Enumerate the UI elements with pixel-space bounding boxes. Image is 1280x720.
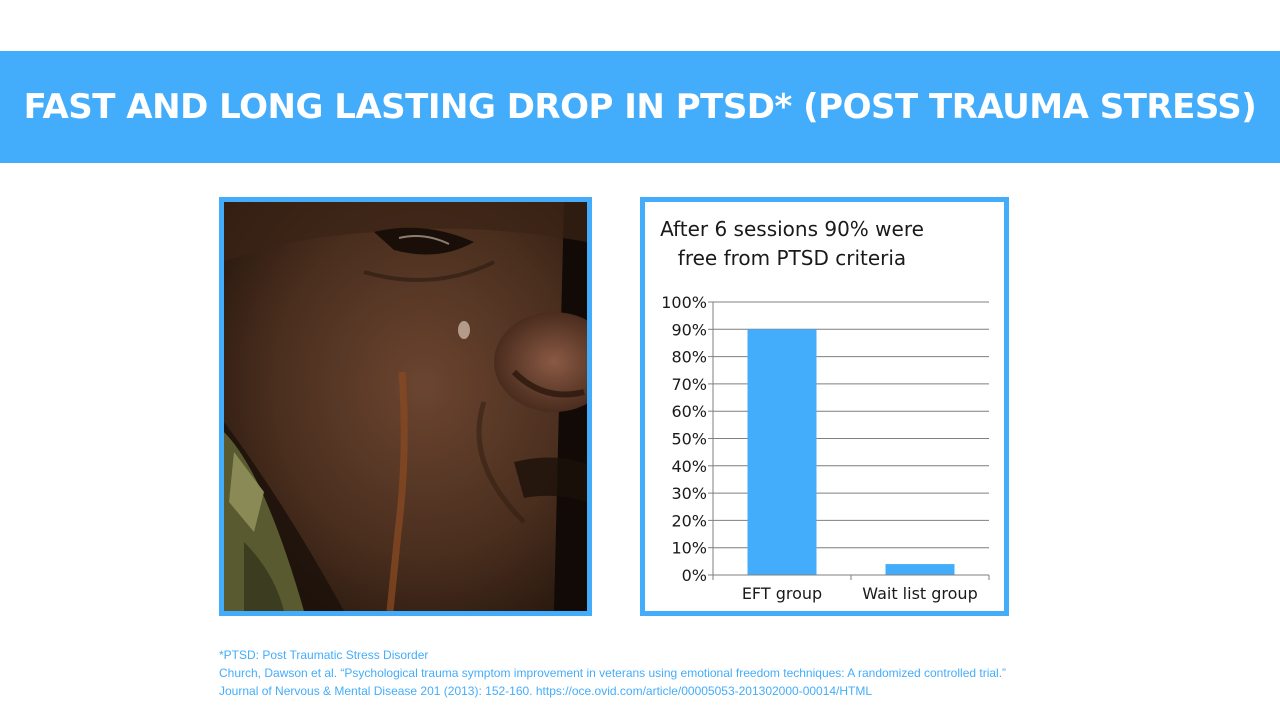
y-axis-ticks: 0% 10% 20% 30% 40% 50% 60% 70% 80% 90% 100% — [661, 293, 713, 585]
y-tick-label: 40% — [671, 457, 707, 476]
photo-frame — [219, 197, 592, 616]
x-axis-categories: EFT group Wait list group — [742, 575, 990, 603]
y-tick-label: 0% — [682, 566, 707, 585]
chart-frame: After 6 sessions 90% were free from PTSD… — [640, 197, 1009, 616]
title-banner: FAST AND LONG LASTING DROP IN PTSD* (POS… — [0, 51, 1280, 163]
footnote-ptsd-definition: *PTSD: Post Traumatic Stress Disorder — [219, 648, 429, 662]
footnote-citation: Church, Dawson et al. “Psychological tra… — [219, 666, 1007, 680]
x-category-label: EFT group — [742, 584, 822, 603]
bar-eft-group — [747, 329, 817, 575]
bar-wait-list-group — [885, 564, 955, 575]
y-tick-label: 30% — [671, 484, 707, 503]
y-tick-label: 100% — [661, 293, 707, 312]
footnotes: *PTSD: Post Traumatic Stress Disorder Ch… — [219, 646, 1259, 700]
y-tick-label: 90% — [671, 320, 707, 339]
y-tick-label: 60% — [671, 402, 707, 421]
y-tick-label: 70% — [671, 375, 707, 394]
bar-chart: After 6 sessions 90% were free from PTSD… — [660, 217, 990, 603]
page-title: FAST AND LONG LASTING DROP IN PTSD* (POS… — [23, 87, 1257, 127]
x-category-label: Wait list group — [862, 584, 977, 603]
y-tick-label: 10% — [671, 539, 707, 558]
bars — [747, 329, 955, 575]
chart-title-line-1: After 6 sessions 90% were — [660, 217, 924, 241]
y-tick-label: 50% — [671, 430, 707, 449]
y-tick-label: 20% — [671, 511, 707, 530]
footnote-journal-link: Journal of Nervous & Mental Disease 201 … — [219, 684, 873, 698]
chart-title-line-2: free from PTSD criteria — [678, 246, 906, 270]
crying-face-photo — [224, 202, 587, 611]
y-tick-label: 80% — [671, 348, 707, 367]
